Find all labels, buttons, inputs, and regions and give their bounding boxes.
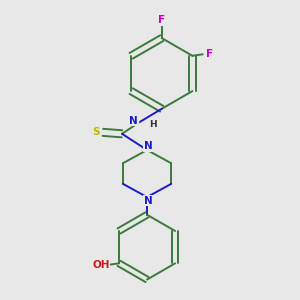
Text: N: N	[129, 116, 138, 126]
Text: OH: OH	[92, 260, 110, 270]
Text: F: F	[158, 15, 165, 26]
Text: N: N	[144, 141, 152, 151]
Text: S: S	[92, 127, 99, 137]
Text: F: F	[206, 49, 214, 59]
Text: H: H	[149, 121, 157, 130]
Text: N: N	[144, 196, 152, 206]
